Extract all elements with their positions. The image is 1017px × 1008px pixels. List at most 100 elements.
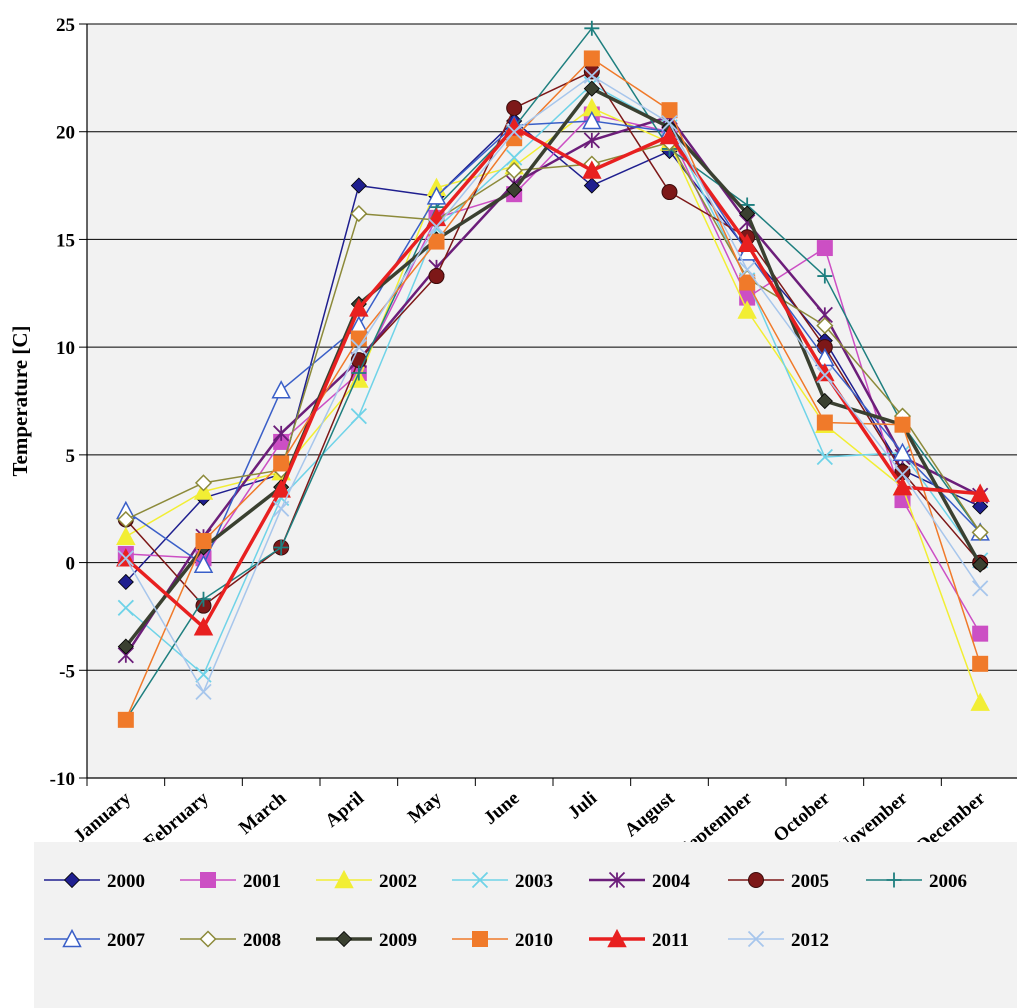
data-point-2002-september: [737, 300, 757, 319]
series-2012: [117, 67, 989, 700]
y-tick-label: 0: [66, 554, 76, 575]
legend-label-2005: 2005: [791, 871, 829, 892]
legend-label-2012: 2012: [791, 930, 829, 951]
series-line-2010: [125, 57, 981, 721]
data-point-2011-march: [271, 479, 291, 498]
y-tick-labels: -10 -5 0 5 10 15 20 25: [50, 15, 75, 790]
legend-marker-2004: [608, 871, 626, 889]
data-point-2001-december: [972, 625, 989, 642]
legend-marker-2007: [62, 928, 82, 948]
series-lines: [116, 20, 990, 728]
data-point-2012-may: [428, 218, 445, 235]
data-point-2006-march: [273, 539, 289, 555]
data-point-2005-may: [428, 268, 445, 285]
legend-label-2004: 2004: [652, 871, 691, 892]
data-point-2011-august: [659, 125, 680, 145]
data-point-2010-juli: [583, 50, 600, 67]
data-point-2007-may: [426, 186, 447, 205]
series-line-2008: [125, 141, 981, 533]
x-tick-label-may: May: [404, 787, 446, 827]
data-point-2011-december: [970, 483, 990, 502]
x-tick-label-october: October: [770, 787, 835, 846]
axes: [86, 24, 1017, 786]
data-point-2012-august: [661, 114, 678, 132]
data-point-2003-october: [816, 448, 833, 466]
data-point-2012-april: [350, 339, 367, 356]
legend-marker-2000: [63, 871, 81, 889]
data-point-2009-january: [117, 638, 134, 655]
series-line-2000: [125, 120, 981, 583]
y-tick-label: -5: [59, 661, 75, 682]
series-line-2003: [125, 83, 981, 676]
data-point-2001-october: [816, 240, 833, 257]
data-point-2011-october: [815, 362, 835, 382]
data-point-2000-december: [972, 498, 989, 515]
legend-item-2012: 2012: [728, 930, 829, 951]
x-tick-label-march: March: [235, 787, 291, 838]
data-point-2008-october: [816, 317, 834, 335]
data-point-2012-december: [972, 580, 989, 597]
legend-item-2010: 2010: [452, 930, 553, 951]
data-point-2006-october: [817, 268, 833, 284]
data-point-2007-february: [193, 554, 214, 573]
series-line-2004: [124, 115, 981, 656]
y-tick-label: 25: [56, 15, 75, 36]
legend-item-2005: 2005: [728, 871, 829, 892]
data-point-2012-november: [894, 466, 911, 483]
legend-marker-2006: [886, 872, 902, 888]
legend-item-2003: 2003: [452, 871, 553, 892]
data-point-2000-january: [117, 573, 134, 591]
legend-marker-2012: [747, 930, 765, 948]
data-point-2002-december: [970, 692, 990, 711]
legend-label-2008: 2008: [243, 930, 281, 951]
data-point-2012-february: [195, 683, 212, 700]
data-point-2005-august: [661, 184, 678, 201]
x-tick-label-june: June: [480, 788, 523, 829]
data-point-2012-juli: [583, 67, 600, 84]
series-line-2007: [125, 120, 981, 566]
x-tick-label-august: August: [621, 787, 680, 841]
data-point-2011-february: [193, 617, 214, 636]
data-point-2011-april: [349, 298, 369, 317]
data-point-2006-february: [196, 591, 211, 607]
data-point-2009-juli: [583, 80, 600, 97]
legend-label-2001: 2001: [243, 871, 281, 892]
legend-marker-2005: [748, 872, 764, 888]
legend-item-2009: 2009: [316, 930, 417, 951]
y-tick-label: 20: [56, 123, 75, 144]
data-point-2010-october: [816, 414, 833, 431]
legend-item-2000: 2000: [44, 871, 145, 892]
series-line-2005: [125, 70, 981, 607]
legend-label-2002: 2002: [379, 871, 417, 892]
data-point-2010-september: [739, 274, 756, 291]
data-point-2009-september: [739, 205, 756, 222]
legend-item-2011: 2011: [589, 928, 689, 951]
legend-item-2001: 2001: [180, 871, 281, 892]
legend-marker-2010: [472, 931, 488, 947]
legend-label-2006: 2006: [929, 871, 967, 892]
data-point-2010-december: [972, 655, 989, 672]
legend-marker-2003: [471, 871, 489, 889]
legend-marker-2008: [199, 930, 217, 948]
data-point-2007-juli: [582, 110, 602, 130]
x-tick-label-juli: Juli: [564, 788, 601, 824]
data-point-2007-march: [271, 380, 291, 399]
legend: 2000 2001 2002 2003 2004 2005 2006 2007 2008 2009…: [44, 869, 967, 951]
data-point-2012-march: [273, 500, 290, 517]
y-tick-label: 10: [56, 338, 75, 359]
data-point-2006-juli: [584, 20, 600, 36]
legend-item-2004: 2004: [589, 871, 691, 892]
data-point-2008-january: [117, 510, 135, 529]
legend-marker-2011: [607, 928, 627, 948]
data-point-2005-june: [506, 100, 523, 117]
data-point-2009-october: [816, 392, 833, 410]
legend-item-2007: 2007: [44, 928, 146, 951]
legend-label-2011: 2011: [652, 930, 689, 951]
gridlines: [79, 23, 1017, 779]
data-point-2010-november: [894, 416, 911, 433]
legend-label-2000: 2000: [107, 871, 145, 892]
y-tick-label: -10: [50, 769, 75, 790]
data-point-2004-march: [273, 425, 290, 442]
data-point-2010-january: [117, 711, 134, 728]
